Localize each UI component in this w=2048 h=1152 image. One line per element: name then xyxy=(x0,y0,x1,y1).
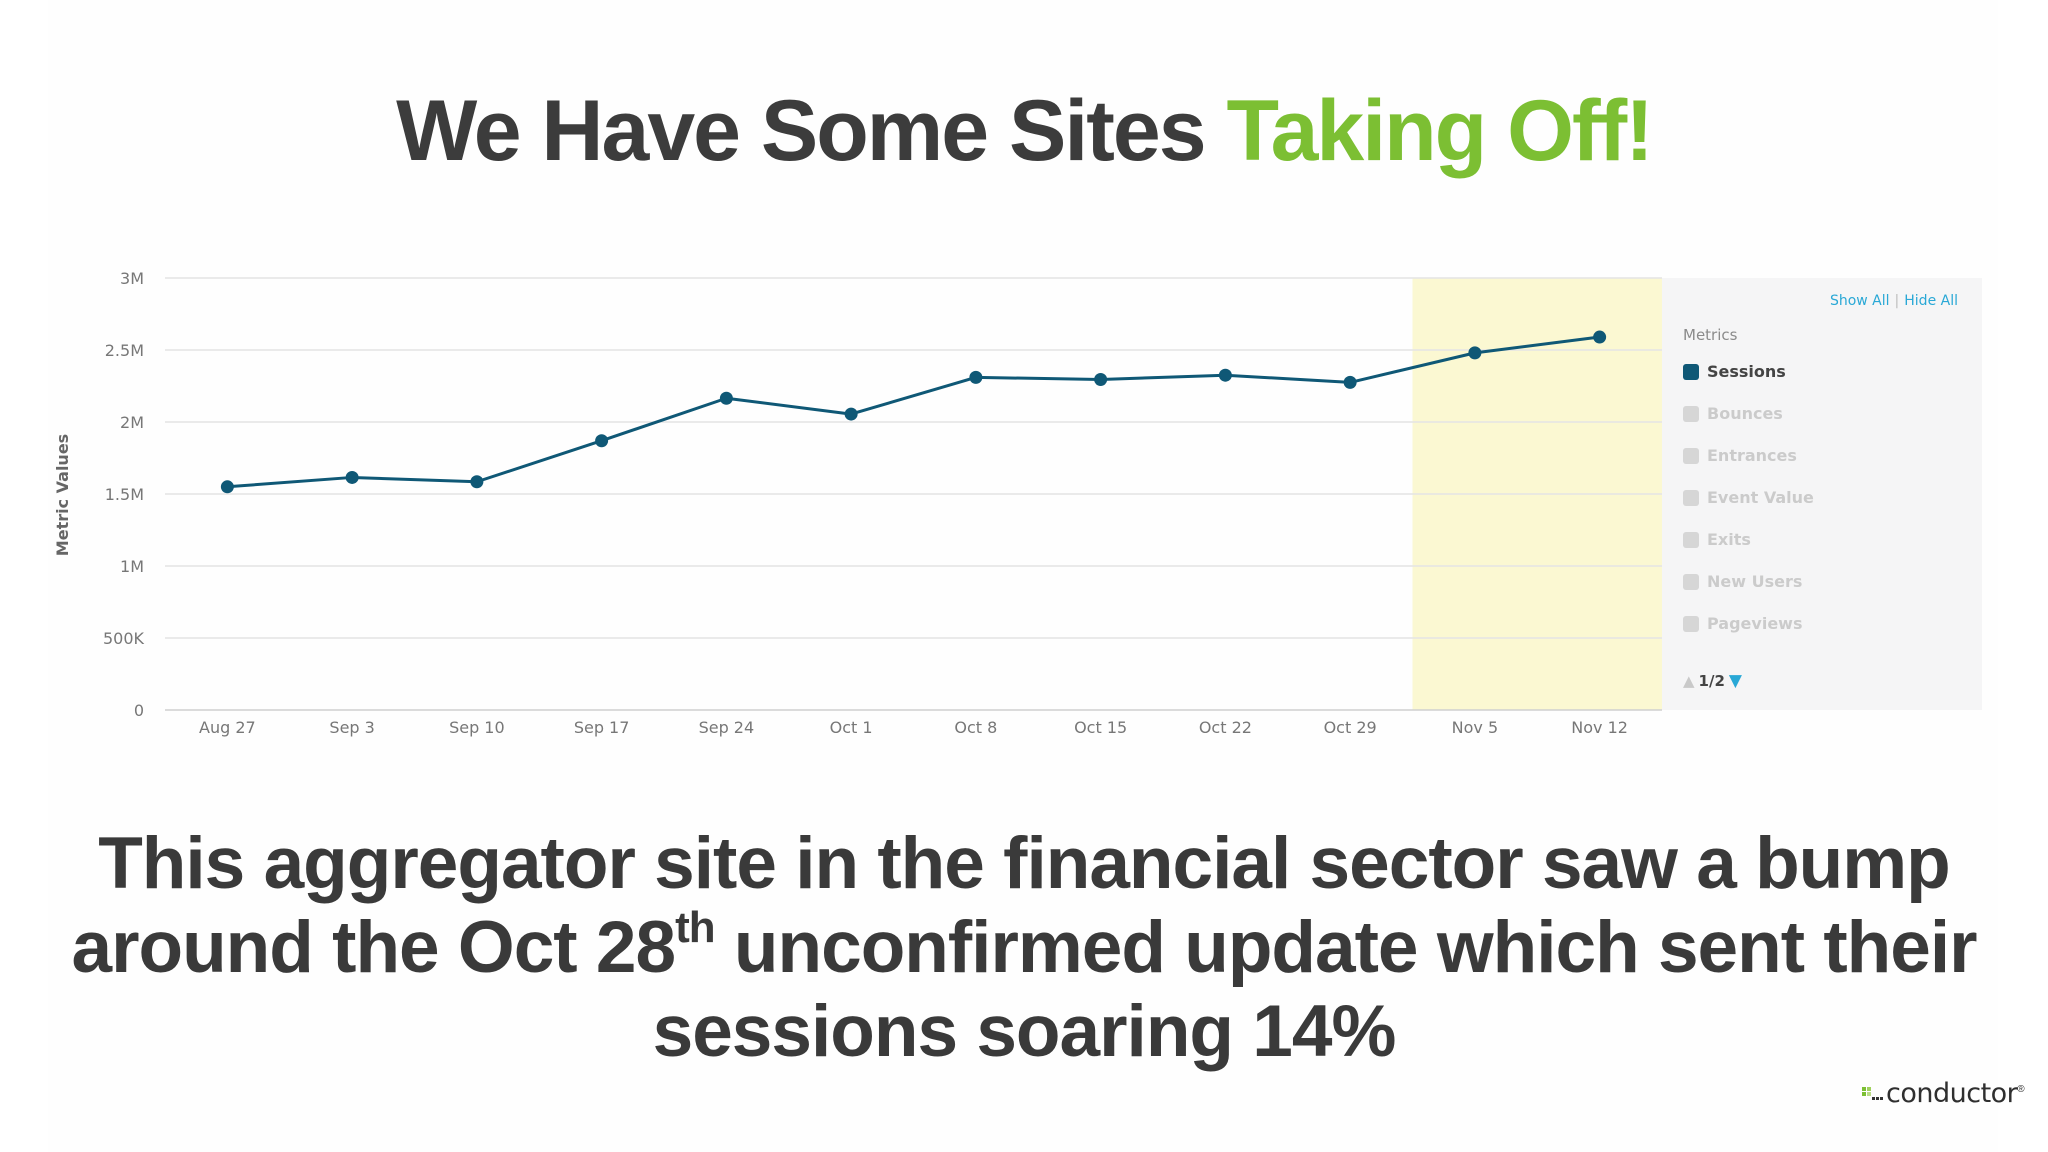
x-tick-label: Sep 24 xyxy=(699,718,755,737)
caption-line-2-end: unconfirmed update which sent their xyxy=(714,907,1978,988)
legend-item-exits[interactable]: Exits xyxy=(1683,530,1814,572)
slide-title: We Have Some Sites Taking Off! xyxy=(0,82,2048,181)
legend-item-label: Bounces xyxy=(1707,404,1783,423)
y-tick-label: 3M xyxy=(120,269,144,288)
caption-line-2-start: around the Oct 28 xyxy=(71,907,676,988)
legend-page-indicator: 1/2 xyxy=(1698,672,1725,690)
legend-item-event-value[interactable]: Event Value xyxy=(1683,488,1814,530)
legend-item-new-users[interactable]: New Users xyxy=(1683,572,1814,614)
triangle-up-icon[interactable]: ▲ xyxy=(1683,672,1695,690)
y-tick-label: 500K xyxy=(103,629,145,648)
y-tick-label: 1.5M xyxy=(105,485,144,504)
x-tick-label: Oct 15 xyxy=(1074,718,1127,737)
legend-panel: Show All | Hide All Metrics Sessions Bounce… xyxy=(1662,278,1982,710)
legend-swatch-icon xyxy=(1683,532,1699,548)
data-point[interactable] xyxy=(595,434,609,448)
x-tick-label: Oct 8 xyxy=(954,718,997,737)
x-tick-label: Sep 3 xyxy=(329,718,374,737)
legend-item-pageviews[interactable]: Pageviews xyxy=(1683,614,1814,656)
y-axis-ticks: 0 500K 1M 1.5M 2M 2.5M 3M xyxy=(103,269,145,720)
data-point[interactable] xyxy=(1343,375,1357,389)
legend-scroll-fade xyxy=(1662,650,1982,666)
y-tick-label: 2.5M xyxy=(105,341,144,360)
legend-list: Sessions Bounces Entrances Event Value Exits… xyxy=(1683,362,1814,656)
slide-caption: This aggregator site in the financial se… xyxy=(0,822,2048,1074)
legend-item-label: Sessions xyxy=(1707,362,1786,381)
caption-line-2: around the Oct 28th unconfirmed update w… xyxy=(0,906,2048,990)
caption-superscript: th xyxy=(675,903,716,952)
legend-item-label: Exits xyxy=(1707,530,1751,549)
legend-item-label: Entrances xyxy=(1707,446,1797,465)
show-all-link[interactable]: Show All xyxy=(1829,293,1890,309)
legend-swatch-icon xyxy=(1683,490,1699,506)
x-tick-label: Aug 27 xyxy=(199,718,256,737)
x-axis-ticks: Aug 27 Sep 3 Sep 10 Sep 17 Sep 24 Oct 1 Oct 8 O… xyxy=(199,718,1628,737)
title-main-text: We Have Some Sites xyxy=(396,83,1227,179)
legend-swatch-icon xyxy=(1683,616,1699,632)
y-axis-label: Metric Values xyxy=(53,434,72,556)
x-tick-label: Oct 22 xyxy=(1199,718,1252,737)
logo-text: conductor xyxy=(1886,1078,2018,1109)
y-tick-label: 2M xyxy=(120,413,144,432)
logo-registered-mark: ® xyxy=(2017,1084,2025,1095)
gridlines xyxy=(165,277,1662,711)
x-tick-label: Sep 10 xyxy=(449,718,505,737)
logo-dots-icon xyxy=(1860,1085,1884,1109)
legend-item-entrances[interactable]: Entrances xyxy=(1683,446,1814,488)
data-point[interactable] xyxy=(844,407,858,421)
conductor-logo: conductor ® xyxy=(1860,1078,2025,1109)
data-point[interactable] xyxy=(1468,346,1482,360)
x-tick-label: Oct 1 xyxy=(830,718,873,737)
data-point[interactable] xyxy=(1094,373,1108,387)
series-line-sessions xyxy=(227,335,1600,489)
legend-item-label: Pageviews xyxy=(1707,614,1803,633)
caption-line-1: This aggregator site in the financial se… xyxy=(98,823,1951,904)
legend-item-sessions[interactable]: Sessions xyxy=(1683,362,1814,404)
y-tick-label: 0 xyxy=(134,701,144,720)
legend-item-label: New Users xyxy=(1707,572,1803,591)
x-tick-label: Oct 29 xyxy=(1324,718,1377,737)
legend-heading: Metrics xyxy=(1683,326,1738,344)
series-layer xyxy=(220,330,1607,494)
data-point[interactable] xyxy=(220,480,234,494)
legend-item-bounces[interactable]: Bounces xyxy=(1683,404,1814,446)
legend-link-separator: | xyxy=(1894,293,1900,309)
x-tick-label: Sep 17 xyxy=(574,718,630,737)
legend-swatch-icon xyxy=(1683,406,1699,422)
legend-swatch-icon xyxy=(1683,448,1699,464)
legend-swatch-icon xyxy=(1683,574,1699,590)
data-point[interactable] xyxy=(345,470,359,484)
sessions-line-chart: 0 500K 1M 1.5M 2M 2.5M 3M Aug 27 Sep 3 Sep 10 Sep… xyxy=(53,269,1662,737)
x-tick-label: Nov 5 xyxy=(1452,718,1499,737)
legend-pager: ▲ 1/2 ▼ xyxy=(1683,671,1742,691)
legend-links: Show All | Hide All xyxy=(1830,293,1958,309)
y-tick-label: 1M xyxy=(120,557,144,576)
x-tick-label: Nov 12 xyxy=(1571,718,1628,737)
data-point[interactable] xyxy=(470,475,484,489)
data-point[interactable] xyxy=(1218,368,1232,382)
legend-swatch-icon xyxy=(1683,364,1699,380)
hide-all-link[interactable]: Hide All xyxy=(1904,293,1958,309)
data-point[interactable] xyxy=(1593,330,1607,344)
caption-line-3: sessions soaring 14% xyxy=(652,991,1397,1072)
title-accent-text: Taking Off! xyxy=(1226,83,1653,179)
data-point[interactable] xyxy=(719,391,733,405)
data-point[interactable] xyxy=(969,370,983,384)
triangle-down-icon[interactable]: ▼ xyxy=(1728,671,1742,691)
legend-item-label: Event Value xyxy=(1707,488,1814,507)
